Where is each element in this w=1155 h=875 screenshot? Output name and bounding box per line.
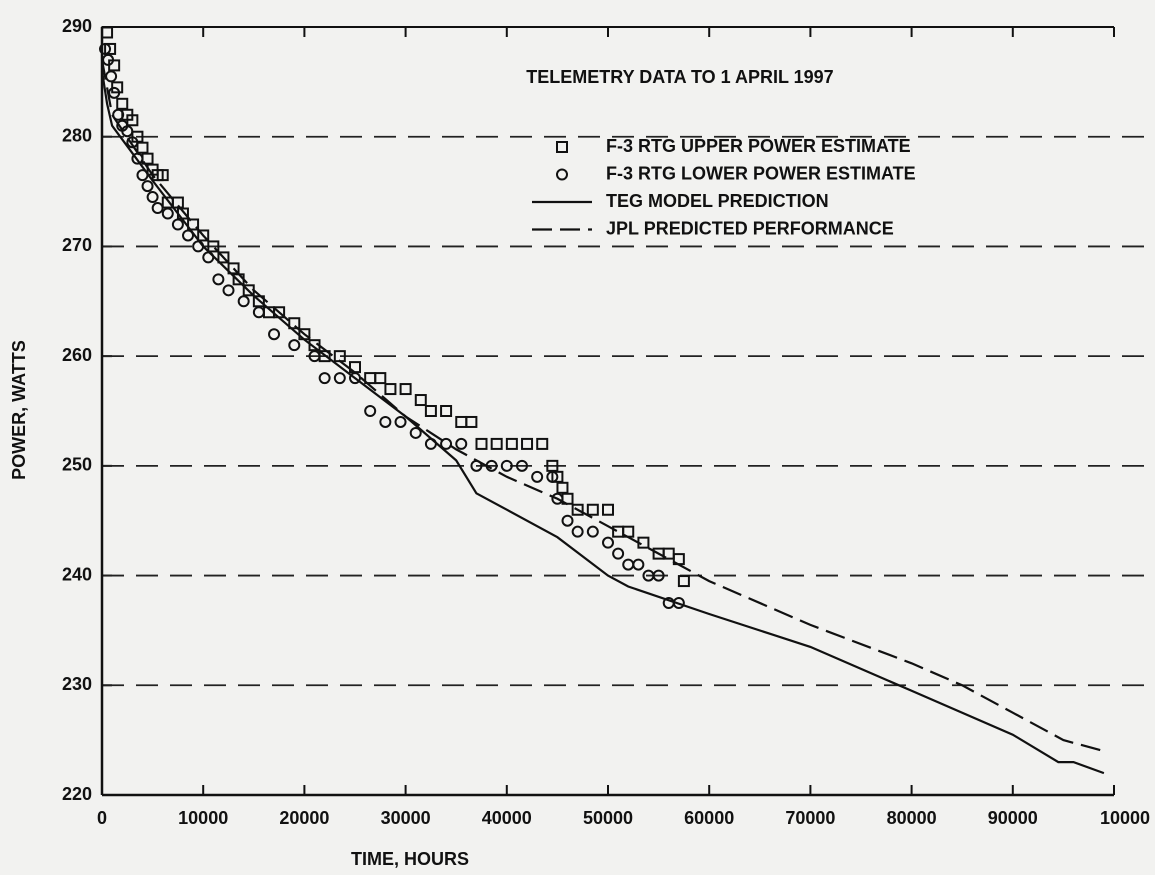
x-tick-label: 10000 [178,808,228,828]
circle-marker [212,273,225,286]
x-tick-label: 80000 [887,808,937,828]
square-marker [197,229,210,242]
circle-marker [308,350,321,363]
square-marker [571,503,584,516]
y-axis-label: POWER, WATTS [9,340,29,480]
y-tick-label: 250 [62,455,92,475]
y-tick-label: 260 [62,345,92,365]
circle-marker [531,470,544,483]
circle-marker [237,295,250,308]
circle-marker [500,459,513,472]
series-line [100,70,1105,775]
series-line [100,59,1105,753]
square-marker [465,415,478,428]
x-tick-label: 60000 [684,808,734,828]
circle-marker [222,284,235,297]
square-marker [521,437,534,450]
y-tick-label: 280 [62,125,92,145]
circle-marker [99,42,112,55]
y-tick-label: 290 [62,16,92,36]
square-marker [288,317,301,330]
circle-marker [146,191,159,204]
chart-title: TELEMETRY DATA TO 1 APRIL 1997 [526,67,833,87]
circle-marker [546,470,559,483]
x-tick-label: 20000 [279,808,329,828]
circle-marker [288,339,301,352]
square-marker [536,437,549,450]
square-marker [440,405,453,417]
circle-marker [602,536,614,549]
square-marker [490,437,503,450]
square-marker [414,394,427,407]
square-marker [384,383,397,396]
circle-marker [571,525,584,538]
circle-marker [612,547,625,560]
circle-marker [182,229,195,242]
square-marker [187,218,200,231]
circle-marker [126,136,139,149]
square-marker [399,383,412,396]
y-tick-label: 220 [62,784,92,804]
circle-marker [379,415,392,428]
square-marker [217,251,230,264]
square-marker [424,405,437,417]
x-tick-label: 30000 [381,808,431,828]
circle-marker [141,180,154,193]
square-marker [104,42,117,55]
x-tick-label: 0 [97,808,107,828]
circle-marker [551,492,564,505]
circle-marker [586,525,599,538]
circle-marker [252,306,265,319]
circle-marker [652,569,665,582]
square-marker [374,372,387,385]
y-tick-label: 240 [62,564,92,584]
x-tick-label: 70000 [785,808,835,828]
legend-marker [556,141,568,153]
square-marker [156,169,169,182]
circle-marker [632,558,645,571]
square-marker [101,26,114,39]
circle-marker [333,372,346,385]
circle-marker [349,372,361,385]
circle-marker [318,372,331,385]
square-marker [505,437,518,450]
square-marker [475,437,488,450]
circle-marker [171,218,184,231]
x-tick-label: 50000 [583,808,633,828]
legend-label: F-3 RTG UPPER POWER ESTIMATE [606,136,911,156]
circle-marker [268,328,281,341]
circle-marker [394,415,407,428]
x-axis-label: TIME, HOURS [351,849,469,869]
square-marker [602,503,614,516]
circle-marker [364,405,377,417]
square-marker [677,575,690,588]
square-marker [207,240,220,253]
legend-label: F-3 RTG LOWER POWER ESTIMATE [606,163,916,183]
x-tick-label: 40000 [482,808,532,828]
legend-marker [556,168,568,181]
x-tick-label: 90000 [988,808,1038,828]
circle-marker [440,437,453,450]
circle-marker [151,202,164,215]
square-marker [586,503,599,516]
circle-marker [561,514,574,527]
circle-marker [161,207,174,220]
square-marker [126,114,139,127]
legend-label: TEG MODEL PREDICTION [606,191,829,211]
y-tick-label: 270 [62,235,92,255]
circle-marker [455,437,468,450]
y-tick-label: 230 [62,674,92,694]
legend-label: JPL PREDICTED PERFORMANCE [606,218,894,238]
circle-marker [515,459,528,472]
x-tick-label: 10000 [1100,808,1150,828]
circle-marker [409,426,422,439]
